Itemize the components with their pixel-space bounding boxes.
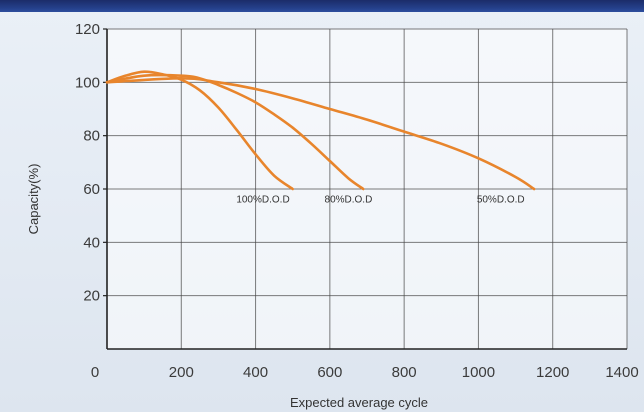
series-annotation: 50%D.O.D [477, 195, 525, 206]
series-annotation: 80%D.O.D [325, 195, 373, 206]
y-tick-label: 80 [83, 128, 100, 145]
x-tick-label: 1400 [605, 364, 638, 381]
series-annotation: 100%D.O.D [236, 195, 289, 206]
series-line-2 [105, 73, 365, 191]
x-tick-label: 1200 [536, 364, 569, 381]
series-line-1 [105, 70, 295, 191]
series-line-3 [105, 77, 536, 191]
y-tick-label: 120 [75, 21, 100, 38]
x-tick-label: 0 [91, 364, 99, 381]
y-axis-title: Capacity(%) [26, 164, 41, 235]
x-tick-label: 200 [169, 364, 194, 381]
x-axis-title: Expected average cycle [290, 395, 428, 410]
x-tick-label: 400 [243, 364, 268, 381]
y-tick-label: 100 [75, 74, 100, 91]
y-tick-label: 40 [83, 234, 100, 251]
y-tick-label: 20 [83, 288, 100, 305]
x-tick-label: 600 [317, 364, 342, 381]
x-tick-label: 1000 [462, 364, 495, 381]
x-tick-label: 800 [392, 364, 417, 381]
y-tick-label: 60 [83, 181, 100, 198]
header-band [0, 0, 644, 12]
